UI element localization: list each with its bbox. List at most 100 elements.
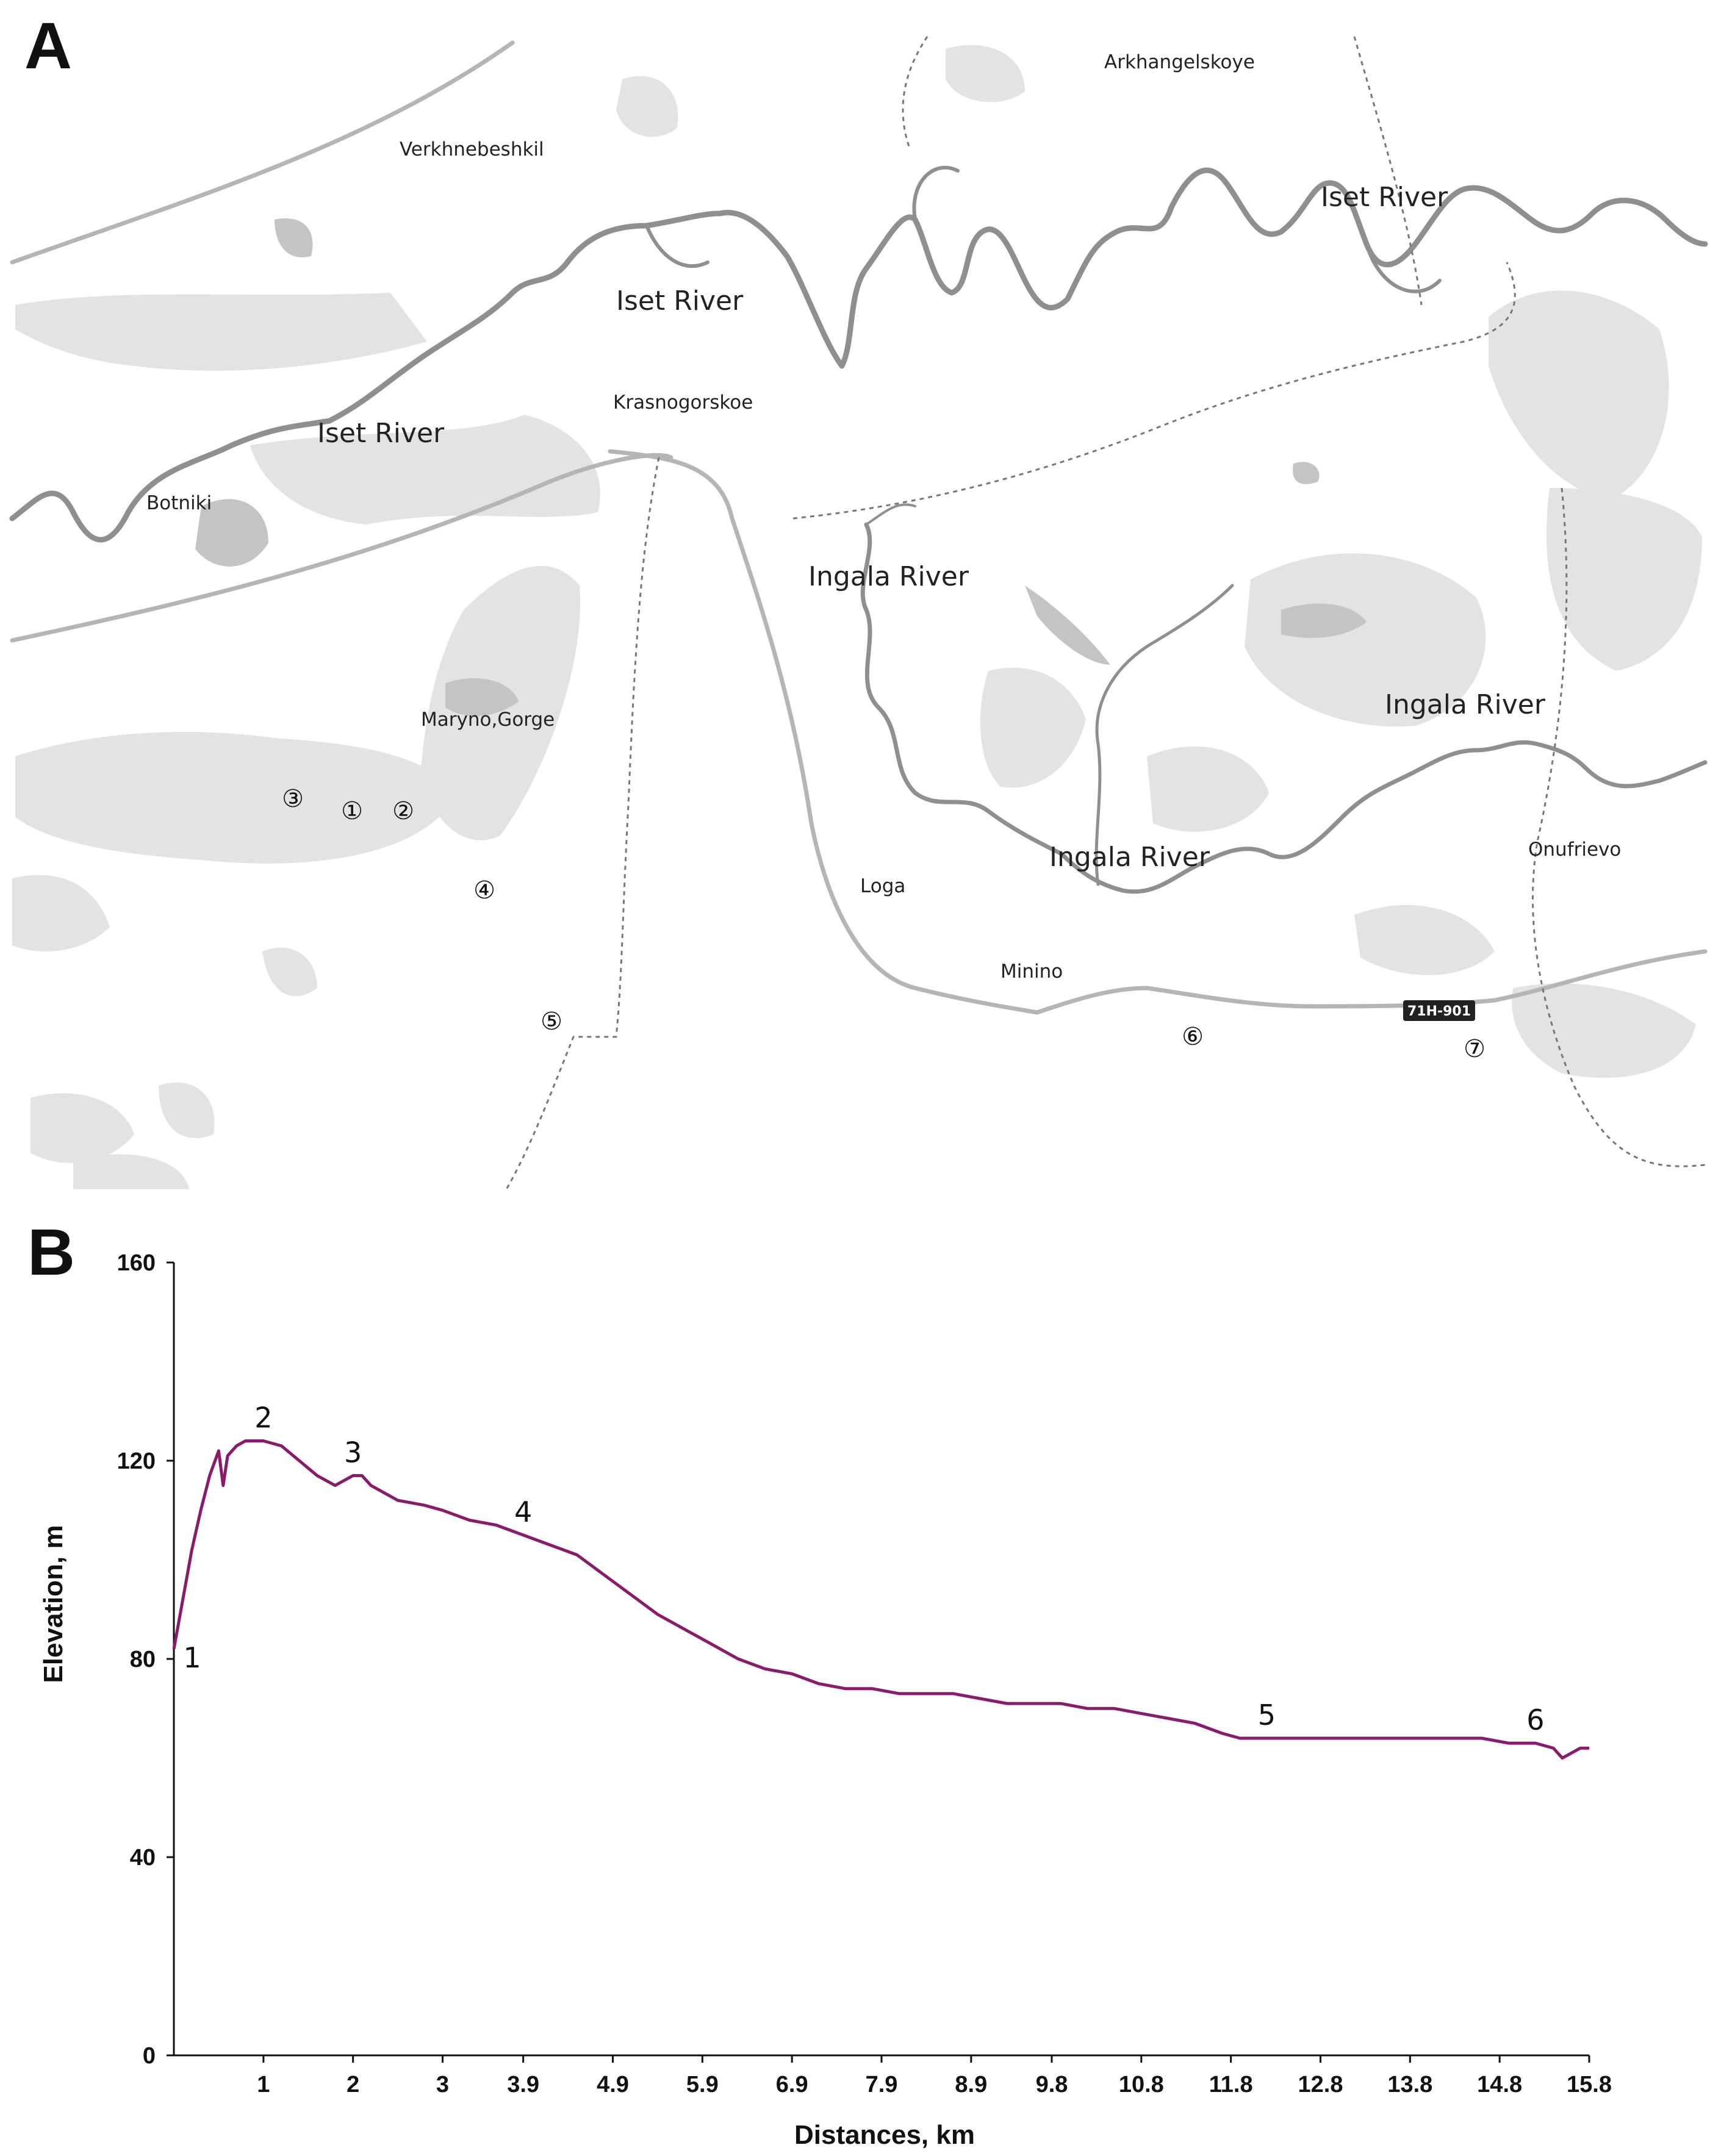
boundary-line xyxy=(1532,487,1706,1167)
x-tick-label: 4.9 xyxy=(597,2072,629,2097)
chart-annotations: 1 2 3 4 5 6 xyxy=(183,1402,1544,1737)
chart-axes xyxy=(173,1262,1589,2057)
railway-line xyxy=(10,453,674,643)
x-tick-label: 3.9 xyxy=(507,2072,539,2097)
land-patch xyxy=(262,947,317,997)
land-patch xyxy=(1354,904,1495,975)
x-tick-label: 12.8 xyxy=(1298,2072,1343,2097)
chart-series xyxy=(172,1439,1589,1760)
iset-river-oxbow xyxy=(912,165,960,221)
highway-71h-901 xyxy=(608,449,1708,1015)
x-tick-label: 3 xyxy=(436,2072,449,2097)
place-label-maryno-gorge: Maryno,Gorge xyxy=(421,709,555,731)
profile-point-label: 1 xyxy=(183,1641,201,1674)
dark-patch xyxy=(275,218,313,257)
river-label-ingala: Ingala River xyxy=(808,561,969,592)
land-patch xyxy=(616,76,678,137)
site-marker-3: ③ xyxy=(282,785,304,813)
river-label-ingala: Ingala River xyxy=(1385,689,1546,720)
place-label-botniki: Botniki xyxy=(146,492,212,514)
land-patch xyxy=(73,1154,189,1189)
site-marker-7: ⑦ xyxy=(1464,1035,1485,1063)
land-patch xyxy=(1489,290,1669,500)
ingala-river xyxy=(860,503,1708,894)
place-label-arkhangelskoye: Arkhangelskoye xyxy=(1104,51,1255,73)
site-marker-6: ⑥ xyxy=(1182,1023,1204,1051)
profile-point-label: 3 xyxy=(344,1436,362,1469)
place-label-minino: Minino xyxy=(1000,961,1063,983)
y-tick-label: 0 xyxy=(143,2043,156,2069)
x-tick-label: 13.8 xyxy=(1387,2072,1432,2097)
iset-river-channel xyxy=(9,167,1708,543)
road-tag-label: 71H-901 xyxy=(1407,1004,1471,1019)
panel-a-map: A xyxy=(9,9,1708,1190)
profile-point-label: 4 xyxy=(514,1495,532,1528)
land-patch xyxy=(15,732,458,864)
profile-point-label: 5 xyxy=(1258,1699,1276,1732)
x-tick-label: 2 xyxy=(347,2072,359,2097)
y-tick-label: 40 xyxy=(130,1845,156,1871)
x-tick-label: 14.8 xyxy=(1477,2072,1522,2097)
land-patch xyxy=(31,1093,134,1163)
dark-patches xyxy=(195,218,1367,716)
x-tick-label: 6.9 xyxy=(776,2072,808,2097)
site-marker-4: ④ xyxy=(473,876,495,904)
road-tag-background xyxy=(1403,1000,1475,1021)
panel-b-letter: B xyxy=(27,1215,75,1289)
river-label-iset: Iset River xyxy=(616,285,744,317)
place-label-verkhnebeshkil: Verkhnebeshkil xyxy=(400,138,544,160)
y-axis-title: Elevation, m xyxy=(38,1525,68,1683)
x-tick-label: 5.9 xyxy=(686,2072,719,2097)
upper-road xyxy=(10,40,515,265)
elevation-profile-line xyxy=(172,1439,1589,1760)
boundaries xyxy=(505,36,1706,1190)
land-patches xyxy=(12,45,1702,1189)
iset-river-oxbow xyxy=(1365,242,1442,293)
site-marker-2: ② xyxy=(392,797,414,825)
boundary-line xyxy=(505,457,660,1190)
dark-patch xyxy=(1281,603,1367,638)
river-label-ingala: Ingala River xyxy=(1049,842,1210,873)
river-label-iset: Iset River xyxy=(317,418,445,449)
site-marker-5: ⑤ xyxy=(541,1008,562,1036)
land-patch xyxy=(946,45,1025,102)
dark-patch xyxy=(1293,462,1320,484)
boundary-line xyxy=(1353,36,1423,306)
place-label-loga: Loga xyxy=(860,875,905,897)
profile-point-label: 2 xyxy=(254,1402,272,1434)
iset-river-oxbow xyxy=(645,224,710,268)
boundary-line xyxy=(792,262,1516,520)
place-label-onufrievo: Onufrievo xyxy=(1528,839,1621,861)
land-patch xyxy=(159,1082,215,1139)
y-tick-label: 80 xyxy=(130,1647,156,1672)
river-label-iset: Iset River xyxy=(1321,182,1448,213)
profile-point-label: 6 xyxy=(1526,1703,1544,1736)
ingala-river-tributary xyxy=(865,503,916,526)
chart-ticks: 0 40 80 120 160 1 2 3 3.9 4.9 5.9 6.9 7.9 8.9 9.8 10.8 1… xyxy=(117,1250,1612,2097)
x-tick-label: 11.8 xyxy=(1209,2072,1253,2097)
boundary-line xyxy=(902,36,929,147)
dark-patch xyxy=(445,678,519,716)
road-tag: 71H-901 xyxy=(1403,1000,1475,1021)
y-tick-label: 160 xyxy=(117,1250,156,1276)
land-patch xyxy=(12,875,110,951)
x-tick-label: 8.9 xyxy=(955,2072,987,2097)
land-patch xyxy=(1147,746,1269,832)
land-patch xyxy=(980,667,1086,788)
land-patch xyxy=(1245,553,1486,727)
ingala-river-tributary xyxy=(1094,584,1234,886)
x-tick-label: 7.9 xyxy=(866,2072,898,2097)
y-tick-label: 120 xyxy=(117,1449,156,1474)
iset-river xyxy=(9,165,1708,543)
dark-patch xyxy=(1025,586,1110,665)
x-tick-label: 9.8 xyxy=(1036,2072,1068,2097)
x-tick-label: 1 xyxy=(257,2072,270,2097)
dark-patch xyxy=(195,499,268,567)
x-tick-label: 15.8 xyxy=(1567,2072,1612,2097)
panel-a-letter: A xyxy=(24,9,72,82)
x-axis-title: Distances, km xyxy=(794,2120,975,2150)
ingala-river-channel xyxy=(860,522,1708,894)
x-tick-label: 10.8 xyxy=(1119,2072,1164,2097)
land-patch xyxy=(15,293,427,371)
